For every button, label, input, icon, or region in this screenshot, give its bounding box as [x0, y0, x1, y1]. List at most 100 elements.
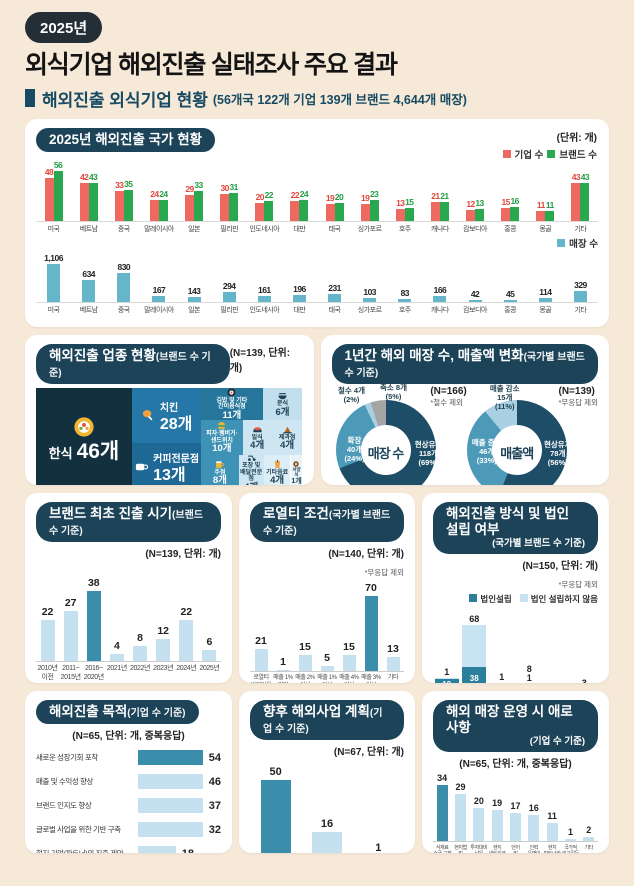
treemap-cell-hansik: 한식 46개 [36, 388, 132, 485]
bar-value: 294 [222, 280, 236, 291]
bar-value: 1,106 [44, 252, 63, 263]
page-title: 외식기업 해외진출 실태조사 주요 결과 [25, 51, 609, 80]
bar [571, 182, 581, 221]
bar-label: 새로운 성장기회 포착 [36, 753, 98, 763]
country-bar-group: 114 [528, 287, 563, 302]
chicken-icon [141, 408, 156, 423]
bar-column: 11 [543, 811, 561, 841]
bar-value: 1 [444, 666, 450, 677]
bar-label: 언어 및 문화적 차이 [511, 844, 520, 853]
bar [363, 298, 377, 302]
drink-icon [272, 459, 283, 470]
country-bar-group: 83 [387, 288, 422, 302]
bar-value: 16 [528, 802, 539, 813]
country-bar-group: 196 [282, 284, 317, 302]
country-bar-group: 167 [141, 285, 176, 302]
bar-label: 캄보디아 [463, 306, 487, 314]
panel-title-paren: (브랜드 수 기준) [49, 509, 203, 537]
bar-value: 15 [501, 196, 510, 207]
n-note: (N=140, 단위: 개) [328, 549, 404, 561]
legend-label: 브랜드 수 [559, 149, 597, 161]
bar-column: 16 [525, 803, 543, 841]
panel-title: 해외진출 업종 현황 [49, 347, 156, 363]
purpose-bar-row: 매출 및 수익성 향상 46 [36, 772, 221, 792]
noodle-icon [277, 390, 288, 401]
legend-label: 법인설립 [480, 593, 512, 604]
bar-value: 103 [363, 287, 377, 298]
slice-label-increase: 매출 증가 46개 (33%) [471, 438, 502, 466]
country-bar-group: 12 13 [458, 198, 493, 221]
bar-value: 21 [431, 191, 440, 202]
treemap-cell-value: 28개 [159, 415, 193, 433]
bar-label: 글로벌 사업을 위한 기반 구축 [36, 825, 121, 835]
not-incorporated-legend-swatch [519, 593, 528, 602]
bar-value: 27 [64, 597, 77, 610]
bar-value: 196 [293, 284, 306, 295]
bar-value: 22 [180, 606, 193, 619]
unit-note: (단위: 개) [556, 132, 597, 144]
bar-value: 20 [334, 192, 344, 203]
panel-entry-time: 브랜드 최초 진출 시기(브랜드 수 기준) (N=139, 단위: 개) 22… [25, 492, 232, 683]
bar-value: 23 [369, 189, 379, 200]
bar [360, 203, 370, 221]
bar [229, 193, 239, 221]
bar-value: 3 [582, 678, 587, 683]
bar-label: 캄보디아 [463, 225, 487, 233]
treemap-cell-pub: 주점 8개 [201, 455, 239, 485]
store-count-chart: 1,106 634 830 167 143 294 161 196 231 103 83 166 42 4… [36, 251, 598, 315]
panel-title-pill: 해외진출 방식 및 법인 설립 여부 (국가별 브랜드 수 기준) [433, 501, 598, 554]
store-change-donut: (N=166) *철수 제외 매장 수 현상유지 118개 (69%) 확장 4… [334, 383, 467, 485]
bar-label: 현지법 및 제도적 장벽 [454, 844, 467, 853]
bar-label: 싱가포르 [357, 225, 382, 233]
bar-value: 11 [536, 200, 546, 211]
slice-label-keep: 현상유지 118개 (69%) [414, 440, 443, 468]
bar [466, 210, 476, 221]
bar-value: 35 [124, 178, 133, 189]
bar [501, 207, 511, 221]
industry-treemap: 한식 46개 치킨 28개 커피전문점 13개 김밥 및 기타 간이음식점 11개 분식 6개 피자… [36, 388, 303, 485]
treemap-cell-label: 주점 [214, 469, 226, 476]
bar [311, 832, 342, 853]
n-note: (N=166) [430, 386, 467, 398]
treemap-cell-label: 치킨 [159, 403, 179, 415]
bar-label: 기타 [574, 306, 587, 314]
purpose-bar-row: 새로운 성장기회 포착 54 [36, 748, 221, 768]
bar [510, 206, 520, 221]
treemap-cell-western: 서양식 1개 [290, 455, 303, 485]
bar-value: 15 [405, 196, 414, 207]
bar-label: 중국 [117, 225, 130, 233]
company-legend-swatch [502, 149, 511, 158]
bar [328, 294, 342, 302]
bar-value: 32 [208, 823, 221, 836]
treemap-cell-coffee: 커피전문점 13개 [131, 443, 202, 485]
panel-title-pill: 향후 해외사업 계획(기업 수 기준) [250, 699, 404, 741]
panel-change: 1년간 해외 매장 수, 매출액 변화(국가별 브랜드 수 기준) (N=166… [320, 334, 609, 485]
bar-value: 15 [343, 641, 355, 654]
panel-title-pill: 2025년 해외진출 국가 현황 [36, 127, 216, 152]
donut-hole [491, 425, 542, 476]
exclusion-note: *무응답 제외 [558, 579, 598, 589]
bar-label: 브랜드 인지도 향상 [36, 801, 92, 811]
bar [580, 182, 590, 221]
bar-value: 33 [194, 180, 203, 191]
bar-label: 필리핀 [220, 225, 239, 233]
bar-value: 6 [206, 636, 213, 649]
bar [109, 653, 124, 662]
country-bar-group: 15 16 [493, 196, 528, 221]
bar-value: 15 [299, 641, 311, 654]
panel-title-paren: (기업 수 기준) [127, 707, 186, 719]
country-bar-group: 329 [563, 280, 598, 302]
treemap-cell-chicken: 치킨 28개 [131, 388, 202, 444]
panel-title: 1년간 해외 매장 수, 매출액 변화 [344, 347, 524, 363]
bar-value: 166 [433, 285, 447, 296]
donut-center-label: 매출액 [500, 446, 534, 462]
treemap-cell-value: 4개 [244, 482, 258, 485]
panel-plan: 향후 해외사업 계획(기업 수 기준) (N=67, 단위: 개) 50 16 1 … [239, 690, 415, 853]
bar-column: 34 [433, 773, 451, 841]
bar [187, 297, 201, 302]
purpose-bar-row: 글로벌 사업을 위한 기반 구축 32 [36, 820, 221, 840]
bar [436, 785, 448, 841]
country-bar-group: 231 [317, 283, 352, 302]
sales-change-donut: (N=139) *무응답 제외 매출액 현상유지 78개 (56%) 매출 증가… [465, 384, 598, 485]
bar [475, 209, 485, 221]
